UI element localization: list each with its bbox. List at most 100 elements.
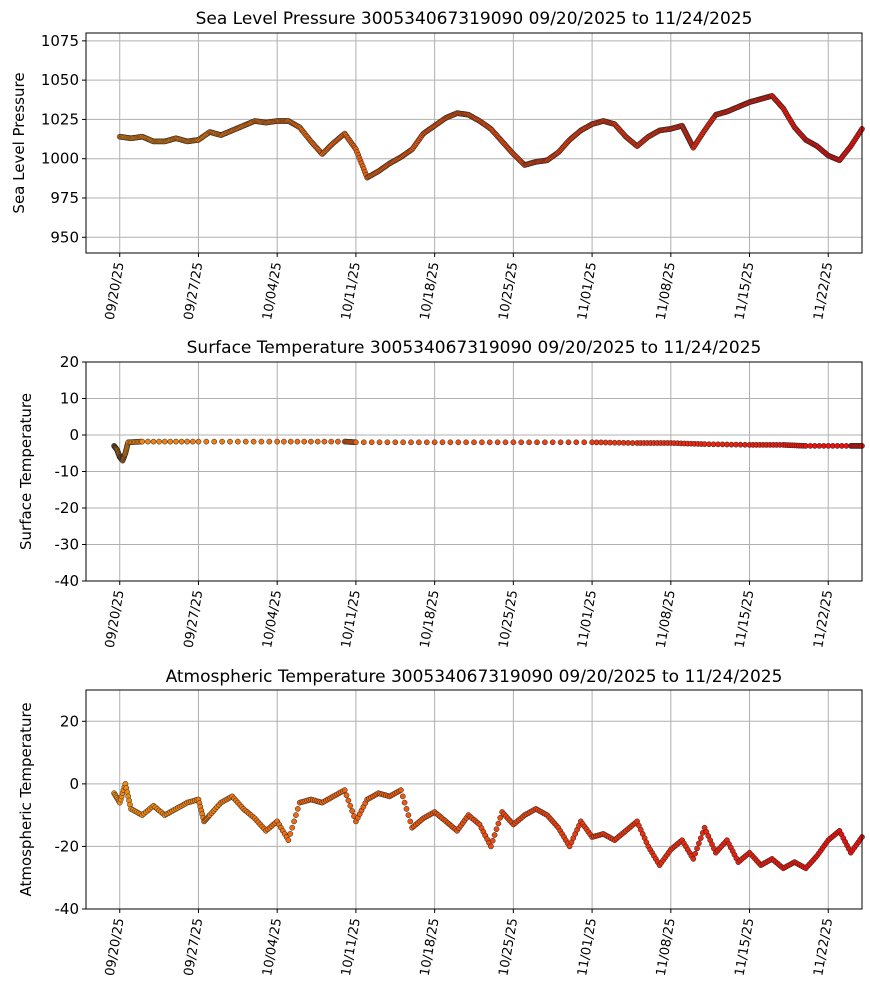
y-tick-label: 1025 — [41, 110, 79, 128]
data-point — [287, 831, 294, 837]
x-tick-label: 10/04/25 — [260, 917, 285, 977]
data-point — [161, 438, 168, 445]
x-tick-label: 11/15/25 — [733, 589, 758, 649]
data-point — [392, 439, 399, 446]
x-tick-label: 11/01/25 — [575, 917, 600, 977]
data-point — [431, 439, 438, 446]
chart-title: Atmospheric Temperature 300534067319090 … — [166, 667, 783, 687]
data-point — [493, 826, 500, 833]
y-axis-label: Surface Temperature — [17, 393, 35, 550]
data-point — [400, 439, 406, 446]
data-point — [274, 438, 281, 445]
y-tick-label: 0 — [69, 775, 79, 793]
data-point — [471, 439, 477, 446]
plot-frame — [85, 689, 863, 910]
data-point — [368, 439, 375, 446]
data-point — [285, 837, 292, 844]
x-tick-label: 11/01/25 — [575, 589, 600, 649]
data-point — [416, 439, 422, 446]
x-tick-label: 09/20/25 — [103, 917, 128, 977]
x-tick-label: 11/08/25 — [654, 917, 679, 977]
y-tick-label: -30 — [55, 536, 80, 554]
data-point — [184, 438, 191, 445]
data-point — [328, 438, 335, 445]
y-tick-label: 20 — [60, 712, 79, 730]
data-point — [156, 438, 162, 445]
data-point — [405, 812, 412, 818]
y-tick-label: -40 — [55, 572, 80, 590]
data-point — [219, 438, 225, 445]
data-point — [139, 438, 146, 445]
data-point — [293, 812, 299, 818]
data-point — [398, 787, 404, 793]
x-tick-label: 11/08/25 — [654, 589, 679, 649]
data-point — [258, 438, 265, 445]
y-tick-label: 975 — [50, 189, 79, 207]
data-point — [145, 438, 151, 445]
data-point — [347, 802, 354, 809]
y-tick-label: 0 — [69, 426, 79, 444]
data-point — [447, 439, 454, 446]
data-point — [581, 439, 588, 446]
data-point — [360, 439, 367, 446]
data-point — [227, 438, 233, 445]
data-point — [195, 438, 202, 445]
data-point — [321, 438, 328, 445]
data-point — [349, 808, 356, 814]
x-tick-label: 09/27/25 — [181, 917, 206, 977]
x-tick-label: 11/22/25 — [811, 589, 836, 649]
data-point — [308, 438, 314, 445]
x-tick-label: 09/27/25 — [181, 589, 206, 649]
y-tick-label: 1000 — [41, 150, 79, 168]
data-point — [407, 818, 414, 825]
data-point — [301, 438, 308, 445]
data-point — [281, 438, 287, 445]
data-point — [242, 438, 249, 445]
y-tick-label: -20 — [55, 837, 80, 855]
y-tick-label: -10 — [55, 463, 80, 481]
data-point — [167, 438, 174, 445]
y-tick-label: 950 — [50, 228, 79, 246]
x-tick-label: 10/18/25 — [418, 589, 443, 649]
x-tick-label: 09/27/25 — [181, 261, 206, 321]
x-tick-label: 10/18/25 — [418, 261, 443, 321]
y-tick-label: 20 — [60, 353, 79, 371]
data-point — [518, 439, 525, 446]
data-point — [696, 840, 702, 847]
data-point — [250, 438, 257, 445]
data-point — [565, 439, 572, 446]
chart-title: Sea Level Pressure 300534067319090 09/20… — [196, 9, 753, 29]
data-point — [463, 439, 469, 446]
data-point — [439, 439, 446, 446]
data-point — [502, 439, 509, 446]
data-point — [289, 824, 296, 831]
data-point — [341, 787, 348, 793]
atmospheric-temperature-chart: Atmospheric Temperature 300534067319090 … — [17, 667, 865, 977]
data-point — [266, 438, 273, 445]
data-point — [694, 845, 700, 852]
x-tick-label: 10/25/25 — [496, 261, 521, 321]
surface-temperature-chart: Surface Temperature 300534067319090 09/2… — [17, 338, 865, 649]
data-point — [542, 439, 548, 446]
plot-frame — [85, 32, 863, 254]
y-tick-label: 1075 — [41, 32, 79, 50]
x-tick-label: 10/04/25 — [260, 589, 285, 649]
chart-title: Surface Temperature 300534067319090 09/2… — [187, 338, 762, 358]
y-axis-label: Atmospheric Temperature — [17, 702, 35, 896]
data-point — [557, 439, 564, 446]
data-point — [495, 820, 502, 827]
data-point — [486, 439, 493, 446]
x-tick-label: 11/15/25 — [733, 917, 758, 977]
data-point — [335, 438, 341, 445]
x-tick-label: 11/15/25 — [733, 261, 758, 321]
sea-level-pressure-chart: Sea Level Pressure 300534067319090 09/20… — [10, 9, 865, 321]
data-point — [173, 438, 179, 445]
data-point — [345, 797, 352, 804]
x-tick-label: 11/08/25 — [654, 261, 679, 321]
data-point — [510, 439, 517, 446]
data-point — [399, 793, 406, 800]
data-points — [111, 781, 865, 872]
y-tick-label: 1050 — [41, 71, 79, 89]
data-point — [403, 806, 410, 812]
